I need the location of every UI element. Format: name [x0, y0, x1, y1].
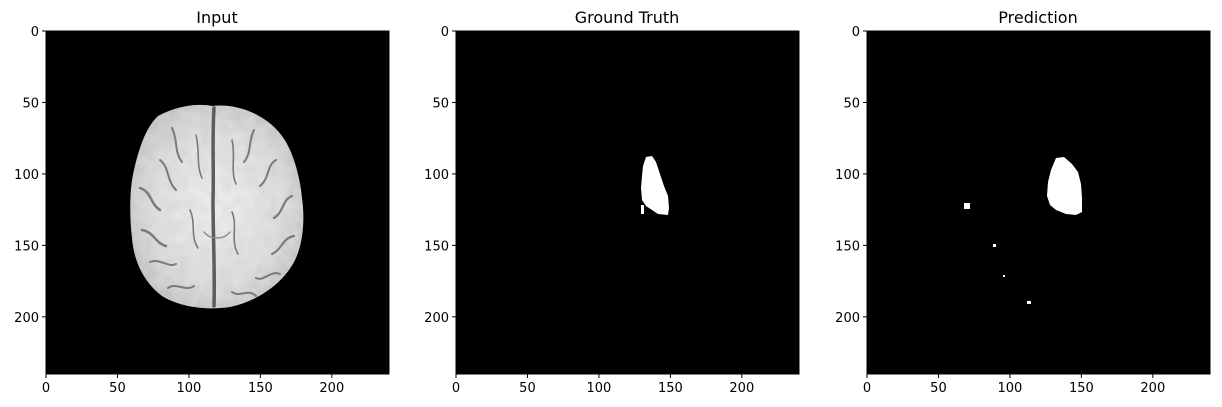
y-tick-label: 150	[14, 239, 39, 254]
y-tick-label: 150	[424, 239, 449, 254]
x-tick-label: 200	[319, 381, 344, 396]
pred-lesion	[1047, 157, 1082, 215]
x-tick-label: 100	[998, 381, 1023, 396]
y-tick-label: 100	[835, 168, 860, 183]
y-tick-label: 0	[31, 25, 39, 40]
y-tick-label: 200	[424, 311, 449, 326]
panel-title-input: Input	[196, 8, 237, 27]
axes-frame-prediction	[866, 30, 1211, 375]
x-tick-label: 150	[658, 381, 683, 396]
x-tick-label: 50	[109, 381, 126, 396]
y-tick-label: 150	[835, 239, 860, 254]
pred-blob-2	[993, 244, 996, 247]
y-tick-label: 200	[14, 311, 39, 326]
pred-blob-1	[964, 203, 970, 209]
y-axis-ground-truth: 0 50 100 150 200	[424, 25, 456, 326]
x-axis-prediction: 0 50 100 150 200	[863, 374, 1165, 396]
panel-prediction: Prediction 0 50 100 150 200 0 50 100 150 200	[835, 8, 1211, 396]
y-axis-input: 0 50 100 150 200	[14, 25, 46, 326]
axes-input: 0 50 100 150 200 0 50 100 150 200	[14, 25, 390, 396]
x-tick-label: 0	[42, 381, 50, 396]
x-tick-label: 200	[1140, 381, 1165, 396]
pred-blob-4	[1027, 301, 1031, 304]
panel-input: Input	[14, 8, 390, 396]
axes-frame-input	[45, 30, 390, 375]
x-tick-label: 50	[930, 381, 947, 396]
y-axis-prediction: 0 50 100 150 200	[835, 25, 867, 326]
gt-lesion	[641, 156, 669, 215]
x-tick-label: 200	[729, 381, 754, 396]
brain-sulci	[138, 106, 296, 308]
x-tick-label: 100	[587, 381, 612, 396]
axes-ground-truth: 0 50 100 150 200 0 50 100 150 200	[424, 25, 800, 396]
y-tick-label: 50	[432, 96, 449, 111]
x-tick-label: 0	[452, 381, 460, 396]
x-axis-input: 0 50 100 150 200	[42, 374, 344, 396]
y-tick-label: 200	[835, 311, 860, 326]
x-tick-label: 0	[863, 381, 871, 396]
y-tick-label: 50	[843, 96, 860, 111]
axes-frame-ground-truth	[455, 30, 800, 375]
panel-ground-truth: Ground Truth 0 50 100 150 200 0 50 100 150 200	[424, 8, 800, 396]
y-tick-label: 0	[852, 25, 860, 40]
axes-prediction: 0 50 100 150 200 0 50 100 150 200	[835, 25, 1211, 396]
x-tick-label: 100	[177, 381, 202, 396]
image-frame-prediction	[867, 31, 1210, 374]
y-tick-label: 0	[441, 25, 449, 40]
pred-blob-3	[1003, 275, 1005, 277]
x-tick-label: 150	[1069, 381, 1094, 396]
y-tick-label: 100	[14, 168, 39, 183]
y-tick-label: 100	[424, 168, 449, 183]
x-tick-label: 150	[248, 381, 273, 396]
x-axis-ground-truth: 0 50 100 150 200	[452, 374, 754, 396]
image-frame-ground-truth	[456, 31, 799, 374]
panel-title-ground-truth: Ground Truth	[575, 8, 680, 27]
x-tick-label: 50	[519, 381, 536, 396]
brain-image	[130, 104, 304, 309]
y-tick-label: 50	[22, 96, 39, 111]
gt-lesion-fragment	[641, 205, 644, 214]
panel-title-prediction: Prediction	[998, 8, 1077, 27]
